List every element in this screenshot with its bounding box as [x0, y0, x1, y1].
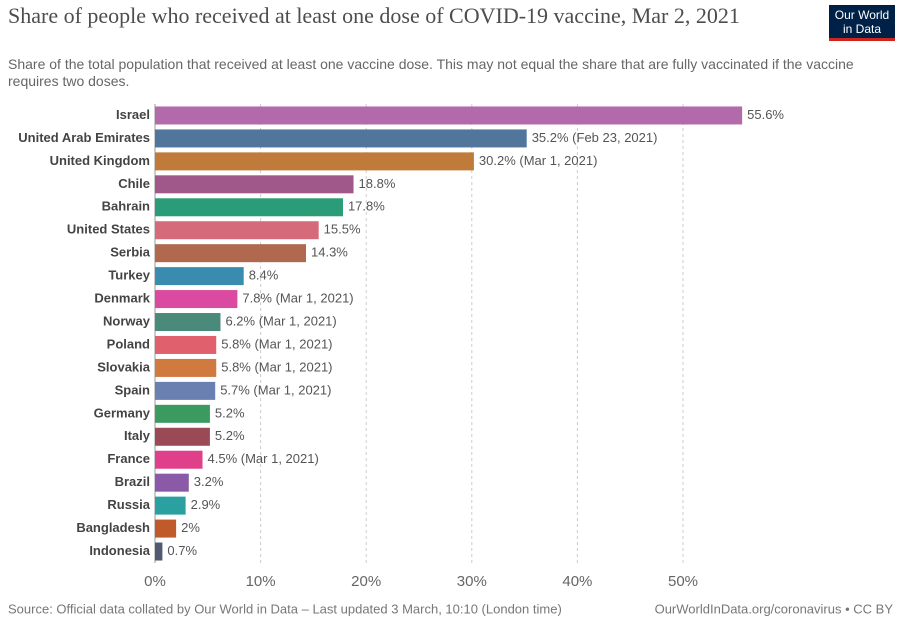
value-label: 17.8% [348, 199, 385, 214]
footer-link[interactable]: OurWorldInData.org/coronavirus • CC BY [655, 601, 894, 616]
bar [155, 381, 216, 400]
x-tick-label: 20% [351, 573, 381, 590]
bar [155, 221, 319, 240]
y-tick-label: United Kingdom [50, 153, 150, 168]
bar [155, 404, 210, 423]
chart-title: Share of people who received at least on… [8, 3, 740, 28]
y-tick-label: France [107, 451, 150, 466]
y-tick-label: Slovakia [97, 359, 151, 374]
value-label: 3.2% [194, 474, 224, 489]
bar [155, 450, 203, 469]
bar [155, 313, 221, 332]
logo[interactable]: Our World in Data [829, 5, 895, 41]
value-label: 5.2% [215, 428, 245, 443]
x-tick-label: 30% [457, 573, 487, 590]
bar [155, 496, 186, 515]
y-tick-label: Chile [118, 176, 150, 191]
value-label: 0.7% [167, 543, 197, 558]
x-tick-label: 40% [562, 573, 592, 590]
value-label: 6.2% (Mar 1, 2021) [225, 313, 336, 328]
value-label: 8.4% [249, 268, 279, 283]
logo-text: in Data [842, 22, 882, 36]
y-tick-label: United Arab Emirates [18, 130, 150, 145]
bar [155, 358, 217, 377]
y-tick-label: Denmark [94, 291, 150, 306]
bar [155, 335, 217, 354]
y-tick-label: Poland [107, 336, 150, 351]
bar [155, 152, 474, 171]
x-tick-label: 50% [668, 573, 698, 590]
y-tick-label: Bangladesh [76, 520, 150, 535]
chart-subtitle: Share of the total population that recei… [8, 56, 854, 89]
value-label: 5.2% [215, 405, 245, 420]
source: Source: Official data collated by Our Wo… [8, 601, 562, 616]
bar [155, 427, 210, 446]
bar [155, 244, 307, 263]
value-label: 2.9% [191, 497, 221, 512]
value-label: 35.2% (Feb 23, 2021) [532, 130, 658, 145]
value-label: 2% [181, 520, 200, 535]
value-label: 7.8% (Mar 1, 2021) [242, 291, 353, 306]
y-tick-label: Turkey [108, 268, 150, 283]
bar [155, 473, 189, 492]
x-tick-label: 0% [144, 573, 166, 590]
value-label: 5.7% (Mar 1, 2021) [220, 382, 331, 397]
x-tick-label: 10% [246, 573, 276, 590]
y-tick-label: Indonesia [89, 543, 150, 558]
y-tick-label: Germany [94, 405, 151, 420]
value-label: 5.8% (Mar 1, 2021) [221, 359, 332, 374]
bar [155, 519, 177, 538]
y-tick-label: Serbia [110, 245, 151, 260]
value-label: 14.3% [311, 245, 348, 260]
bar [155, 175, 354, 194]
value-label: 18.8% [359, 176, 396, 191]
bar [155, 290, 238, 309]
bar [155, 129, 527, 148]
y-tick-label: Brazil [115, 474, 150, 489]
y-tick-label: Bahrain [102, 199, 150, 214]
y-tick-label: Spain [115, 382, 150, 397]
grid [260, 104, 684, 563]
y-tick-label: Russia [107, 497, 150, 512]
logo-text: Our World [834, 8, 890, 22]
bar [155, 198, 343, 217]
value-label: 5.8% (Mar 1, 2021) [221, 336, 332, 351]
value-label: 15.5% [324, 222, 361, 237]
bar [155, 267, 244, 286]
bar [155, 106, 743, 125]
value-label: 30.2% (Mar 1, 2021) [479, 153, 598, 168]
y-tick-label: Norway [103, 313, 151, 328]
value-label: 4.5% (Mar 1, 2021) [208, 451, 319, 466]
y-tick-label: Italy [124, 428, 151, 443]
bar [155, 542, 163, 561]
y-tick-label: United States [67, 222, 150, 237]
value-label: 55.6% [747, 107, 784, 122]
y-tick-label: Israel [116, 107, 150, 122]
